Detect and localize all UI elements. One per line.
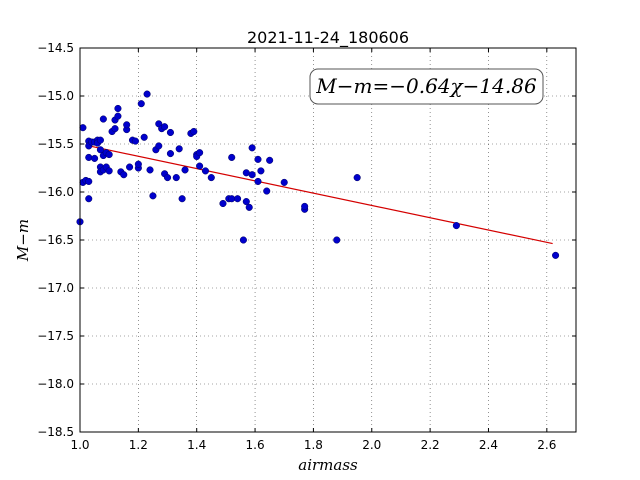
data-point [137, 100, 145, 108]
data-point [201, 167, 210, 175]
data-point [196, 149, 204, 157]
data-point [155, 142, 163, 150]
data-point [242, 198, 250, 206]
data-point [85, 177, 93, 185]
data-points-layer [76, 90, 560, 259]
y-tick-label: −16.5 [37, 233, 74, 247]
x-tick-label: 1.2 [129, 438, 148, 452]
equation-annotation: M−m=−0.64χ−14.86 [309, 68, 544, 105]
data-point [105, 151, 113, 159]
data-point [79, 124, 87, 132]
y-axis-ticks: −14.5 −15.0 −15.5 −16.0 −16.5 −17.0 −17.5 −18.0… [37, 41, 576, 439]
data-point [143, 90, 151, 98]
data-point [254, 155, 262, 163]
data-point [196, 162, 204, 170]
data-point [263, 187, 271, 195]
y-tick-label: −18.0 [37, 377, 74, 391]
x-tick-label: 1.6 [246, 438, 265, 452]
y-tick-label: −17.0 [37, 281, 74, 295]
y-tick-label: −18.5 [37, 425, 74, 439]
data-point [161, 123, 169, 131]
data-point [280, 178, 288, 186]
data-point [353, 174, 361, 182]
x-tick-label: 2.4 [479, 438, 498, 452]
data-point [207, 174, 215, 182]
x-tick-label: 1.8 [304, 438, 323, 452]
data-point [96, 146, 104, 154]
data-point [219, 199, 227, 208]
data-point [172, 174, 180, 182]
data-point [126, 163, 134, 171]
data-point [234, 195, 242, 203]
data-point [134, 160, 142, 168]
data-point [99, 115, 107, 123]
data-point [85, 153, 93, 161]
data-point [333, 236, 341, 244]
data-point [123, 121, 131, 129]
x-tick-label: 2.2 [421, 438, 440, 452]
x-tick-label: 1.4 [187, 438, 206, 452]
x-tick-label: 2.0 [362, 438, 381, 452]
data-point [120, 171, 128, 179]
data-point [105, 167, 113, 175]
annotation-box [309, 68, 544, 105]
data-point [248, 171, 256, 179]
data-point [91, 154, 99, 162]
data-point [146, 166, 154, 174]
data-point [114, 104, 122, 113]
data-point [239, 236, 247, 244]
data-point [452, 222, 460, 230]
data-point [131, 137, 139, 145]
data-point [111, 125, 119, 133]
y-tick-label: −15.0 [37, 89, 74, 103]
chart-title: 2021-11-24_180606 [247, 28, 409, 48]
x-tick-label: 1.0 [70, 438, 89, 452]
y-tick-label: −16.0 [37, 185, 74, 199]
data-point [96, 136, 104, 144]
grid-layer [79, 47, 576, 433]
x-axis-ticks: 1.0 1.2 1.4 1.6 1.8 2.0 2.2 2.4 2.6 [70, 48, 556, 452]
data-point [266, 156, 274, 164]
y-tick-label: −17.5 [37, 329, 74, 343]
data-point [552, 251, 560, 259]
data-point [166, 150, 174, 158]
data-point [85, 195, 93, 203]
y-tick-label: −15.5 [37, 137, 74, 151]
fit-line [88, 145, 553, 245]
data-point [245, 203, 253, 211]
fit-line-layer [88, 145, 553, 245]
data-point [149, 192, 157, 200]
y-axis-label: M−m [14, 219, 32, 262]
data-point [175, 145, 183, 153]
data-point [257, 167, 265, 175]
data-point [163, 174, 172, 182]
annotation-text: M−m=−0.64χ−14.86 [315, 74, 537, 98]
data-point [166, 128, 174, 137]
data-point [178, 195, 186, 203]
data-point [114, 112, 122, 120]
data-point [248, 144, 256, 152]
data-point [190, 127, 198, 136]
y-tick-label: −14.5 [37, 41, 74, 55]
x-tick-label: 2.6 [537, 438, 556, 452]
x-axis-label: airmass [298, 456, 358, 474]
data-point [301, 202, 309, 210]
data-point [254, 177, 262, 185]
data-point [181, 166, 189, 174]
data-point [228, 153, 236, 161]
data-point [140, 133, 148, 141]
